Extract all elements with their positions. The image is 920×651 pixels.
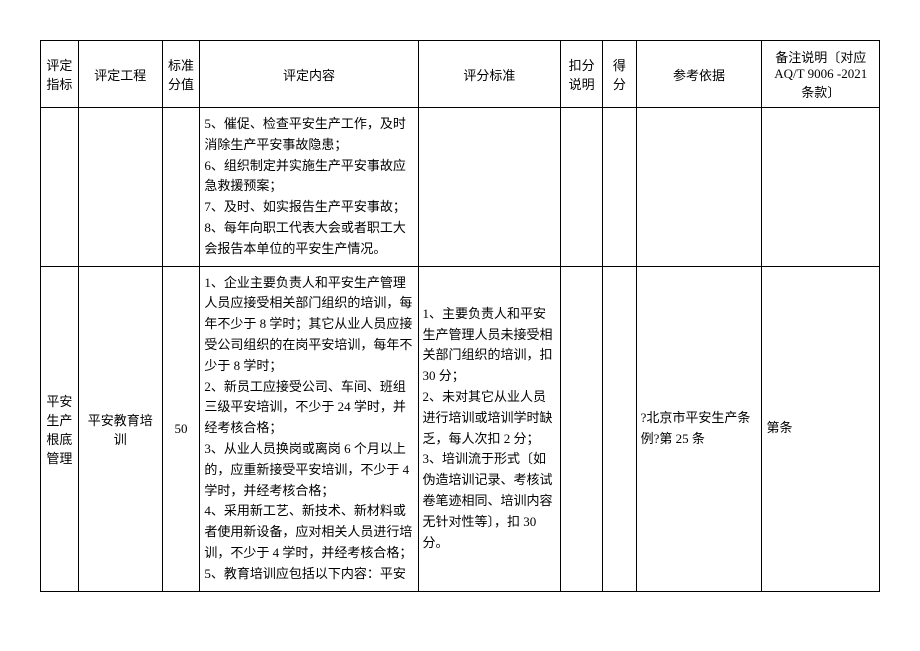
cell-std-score <box>162 108 200 267</box>
cell-criteria <box>418 108 561 267</box>
th-reference: 参考依据 <box>636 41 762 108</box>
cell-criteria: 1、主要负责人和平安生产管理人员未接受相关部门组织的培训，扣 30 分；2、未对… <box>418 266 561 591</box>
cell-gain <box>603 108 637 267</box>
table-row: 平安生产根底管理 平安教育培训 50 1、企业主要负责人和平安生产管理人员应接受… <box>41 266 880 591</box>
cell-reference <box>636 108 762 267</box>
cell-gain <box>603 266 637 591</box>
cell-reference: ?北京市平安生产条例?第 25 条 <box>636 266 762 591</box>
th-indicator: 评定指标 <box>41 41 79 108</box>
cell-indicator <box>41 108 79 267</box>
th-criteria: 评分标准 <box>418 41 561 108</box>
cell-project: 平安教育培训 <box>78 266 162 591</box>
cell-remark <box>762 108 880 267</box>
th-project: 评定工程 <box>78 41 162 108</box>
th-deduct: 扣分说明 <box>561 41 603 108</box>
table-row: 5、催促、检查平安生产工作，及时消除生产平安事故隐患；6、组织制定并实施生产平安… <box>41 108 880 267</box>
table-header-row: 评定指标 评定工程 标准分值 评定内容 评分标准 扣分说明 得分 参考依据 备注… <box>41 41 880 108</box>
th-gain: 得分 <box>603 41 637 108</box>
th-content: 评定内容 <box>200 41 418 108</box>
cell-deduct <box>561 266 603 591</box>
cell-std-score: 50 <box>162 266 200 591</box>
cell-remark: 第条 <box>762 266 880 591</box>
assessment-table: 评定指标 评定工程 标准分值 评定内容 评分标准 扣分说明 得分 参考依据 备注… <box>40 40 880 592</box>
cell-content: 5、催促、检查平安生产工作，及时消除生产平安事故隐患；6、组织制定并实施生产平安… <box>200 108 418 267</box>
th-remark: 备注说明〔对应 AQ/T 9006 -2021 条款〕 <box>762 41 880 108</box>
cell-project <box>78 108 162 267</box>
cell-deduct <box>561 108 603 267</box>
cell-indicator: 平安生产根底管理 <box>41 266 79 591</box>
cell-content: 1、企业主要负责人和平安生产管理人员应接受相关部门组织的培训，每年不少于 8 学… <box>200 266 418 591</box>
th-std-score: 标准分值 <box>162 41 200 108</box>
